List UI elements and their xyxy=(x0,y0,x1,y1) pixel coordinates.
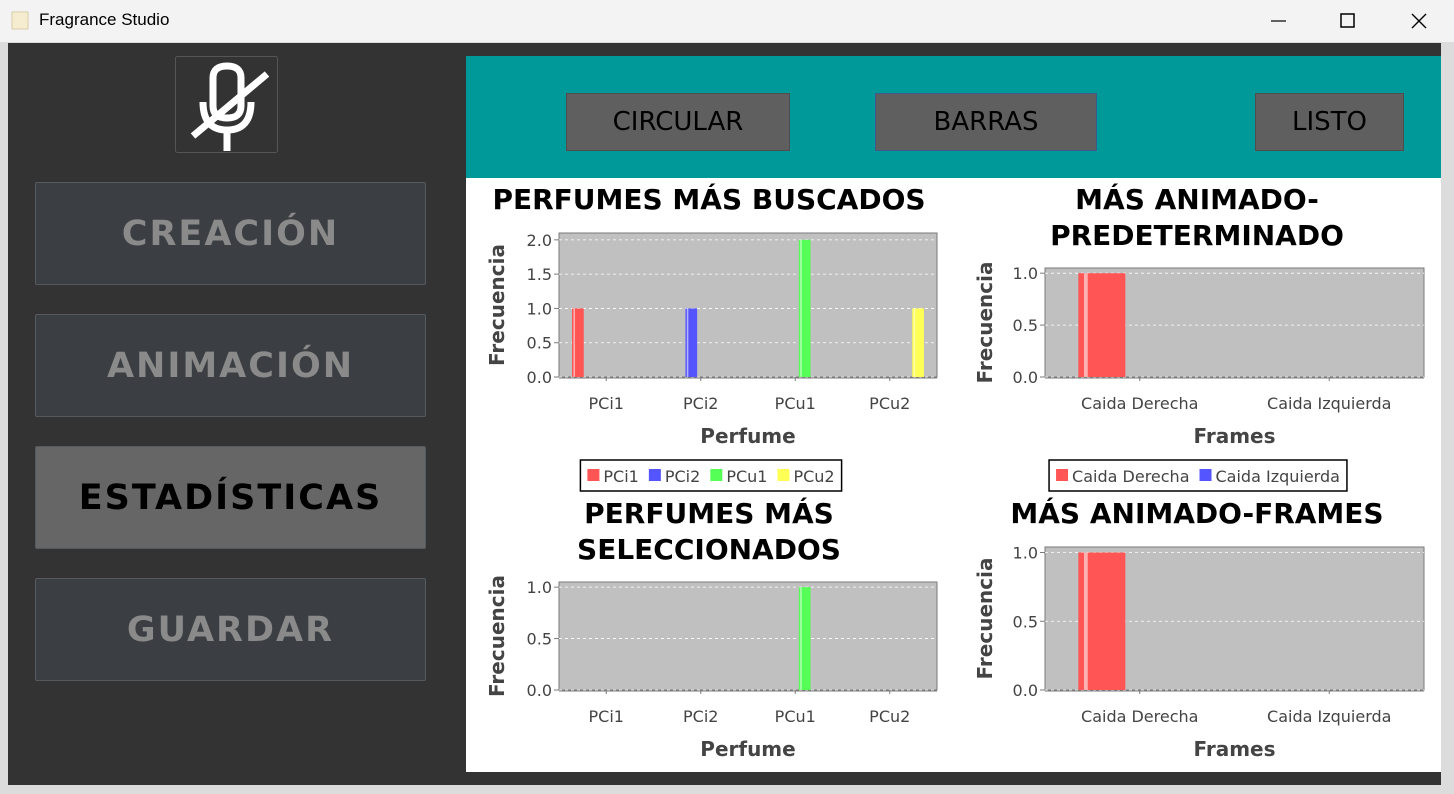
y-tick-label: 1.0 xyxy=(527,299,552,318)
legend-swatch xyxy=(1199,469,1212,481)
legend-swatch xyxy=(710,469,723,481)
legend-label: Caida Izquierda xyxy=(1216,467,1340,486)
plot-background xyxy=(558,581,938,691)
x-tick-label: Caida Derecha xyxy=(1081,394,1198,413)
x-tick-label: PCu2 xyxy=(869,707,910,726)
close-button[interactable] xyxy=(1411,13,1427,29)
x-tick-label: Caida Izquierda xyxy=(1267,394,1391,413)
y-tick-label: 0.0 xyxy=(1013,368,1038,387)
bar-highlight xyxy=(686,308,689,377)
window-controls xyxy=(11,11,1427,30)
bar xyxy=(572,308,584,377)
y-axis-label: Frecuencia xyxy=(973,262,997,384)
bar-highlight xyxy=(800,239,802,377)
y-tick-label: 1.5 xyxy=(527,265,552,284)
app-icon xyxy=(11,11,29,30)
legend-label: PCi2 xyxy=(665,467,700,486)
legend-label: Caida Derecha xyxy=(1072,467,1189,486)
y-axis-label: Frecuencia xyxy=(973,558,997,680)
logo xyxy=(175,56,278,153)
legend-label: PCu2 xyxy=(793,467,834,486)
y-tick-label: 0.5 xyxy=(527,630,552,649)
title-bar: Fragrance Studio xyxy=(0,0,1454,42)
y-axis-label: Frecuencia xyxy=(485,244,509,366)
legend-box xyxy=(1048,459,1348,492)
legend-label: PCu1 xyxy=(726,467,767,486)
chart-title: PERFUMES MÁS SELECCIONADOS xyxy=(577,497,841,566)
legend-swatch xyxy=(587,469,600,481)
x-tick-label: PCi2 xyxy=(683,394,718,413)
x-tick-label: PCu1 xyxy=(775,394,816,413)
legend-swatch xyxy=(648,469,661,481)
x-tick-label: PCu2 xyxy=(869,394,910,413)
x-axis-label: Frames xyxy=(1193,737,1275,761)
y-tick-label: 1.0 xyxy=(1013,544,1038,563)
bar-highlight xyxy=(800,587,802,690)
nav-button[interactable]: GUARDAR xyxy=(35,578,426,681)
chart-title: MÁS ANIMADO-FRAMES xyxy=(1010,497,1384,530)
nav-button[interactable]: CREACIÓN xyxy=(35,182,426,285)
x-tick-label: PCi2 xyxy=(683,707,718,726)
y-tick-label: 0.5 xyxy=(1013,612,1038,631)
x-tick-label: PCi1 xyxy=(589,707,624,726)
y-tick-label: 2.0 xyxy=(527,231,552,250)
window-title: Fragrance Studio xyxy=(39,10,170,29)
y-tick-label: 0.5 xyxy=(527,334,552,353)
y-tick-label: 0.0 xyxy=(1013,681,1038,700)
toolbar-button[interactable]: LISTO xyxy=(1255,93,1404,151)
chart-title: MÁS ANIMADO-PREDETERMINADO xyxy=(1050,183,1344,252)
y-tick-label: 0.0 xyxy=(527,368,552,387)
bar-highlight xyxy=(573,308,575,377)
bar-highlight xyxy=(1083,273,1088,377)
bar xyxy=(798,587,811,690)
x-axis-label: Perfume xyxy=(700,424,795,448)
bar xyxy=(685,308,698,377)
bar xyxy=(798,239,811,377)
y-tick-label: 1.0 xyxy=(1013,264,1038,283)
x-tick-label: PCi1 xyxy=(589,394,624,413)
nav-button[interactable]: ESTADÍSTICAS xyxy=(35,446,426,549)
legend-swatch xyxy=(777,469,790,481)
y-axis-label: Frecuencia xyxy=(485,575,509,697)
toolbar-button[interactable]: CIRCULAR xyxy=(566,93,790,151)
x-axis-label: Perfume xyxy=(700,737,795,761)
y-tick-label: 0.0 xyxy=(527,681,552,700)
legend: PCi1 PCi2 PCu1 PCu2 xyxy=(587,467,835,486)
chart-title: PERFUMES MÁS BUSCADOS xyxy=(492,183,926,216)
bar-highlight xyxy=(1083,552,1088,690)
plot-background xyxy=(558,232,938,378)
maximize-button[interactable] xyxy=(1340,13,1355,28)
nav-button[interactable]: ANIMACIÓN xyxy=(35,314,426,417)
legend: Caida Derecha Caida Izquierda xyxy=(1056,467,1340,486)
y-tick-label: 0.5 xyxy=(1013,316,1038,335)
y-tick-label: 1.0 xyxy=(527,578,552,597)
x-axis-label: Frames xyxy=(1193,424,1275,448)
toolbar-button[interactable]: BARRAS xyxy=(875,93,1097,151)
x-tick-label: Caida Derecha xyxy=(1081,707,1198,726)
x-tick-label: Caida Izquierda xyxy=(1267,707,1391,726)
legend-swatch xyxy=(1056,469,1069,481)
x-tick-label: PCu1 xyxy=(775,707,816,726)
legend-label: PCi1 xyxy=(603,467,638,486)
bar-highlight xyxy=(913,308,916,377)
bar xyxy=(912,308,924,377)
